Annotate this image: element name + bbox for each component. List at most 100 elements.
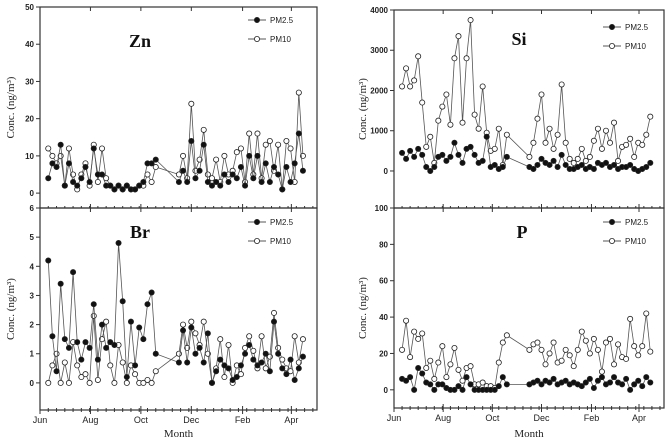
data-point-pm25 bbox=[283, 371, 290, 378]
data-point-pm10 bbox=[611, 361, 618, 368]
data-point-pm25 bbox=[148, 289, 155, 296]
data-point-pm25 bbox=[266, 178, 273, 185]
data-point-pm25 bbox=[439, 151, 446, 158]
data-point-pm25 bbox=[534, 377, 541, 384]
data-point-pm10 bbox=[562, 346, 569, 353]
data-point-pm10 bbox=[562, 139, 569, 146]
data-point-pm25 bbox=[491, 161, 498, 168]
data-point-pm10 bbox=[542, 139, 549, 146]
data-point-pm10 bbox=[615, 157, 622, 164]
data-point-pm10 bbox=[590, 335, 597, 342]
data-point-pm10 bbox=[503, 332, 510, 339]
data-point-pm25 bbox=[94, 356, 101, 363]
data-point-pm10 bbox=[451, 344, 458, 351]
data-point-pm25 bbox=[423, 163, 430, 170]
data-point-pm25 bbox=[287, 356, 294, 363]
y-tick-label: 4000 bbox=[370, 6, 388, 15]
data-point-pm25 bbox=[455, 151, 462, 158]
data-point-pm25 bbox=[503, 153, 510, 160]
data-point-pm25 bbox=[132, 186, 139, 193]
data-point-pm25 bbox=[279, 186, 286, 193]
data-point-pm10 bbox=[65, 145, 72, 152]
y-tick-label: 0 bbox=[30, 379, 35, 388]
data-point-pm10 bbox=[271, 309, 278, 316]
data-point-pm10 bbox=[631, 153, 638, 160]
data-point-pm25 bbox=[578, 161, 585, 168]
legend-marker bbox=[609, 218, 616, 225]
data-point-pm10 bbox=[221, 374, 228, 381]
data-point-pm25 bbox=[578, 383, 585, 390]
data-point-pm25 bbox=[586, 375, 593, 382]
data-point-pm10 bbox=[463, 55, 470, 62]
data-point-pm25 bbox=[503, 381, 510, 388]
data-point-pm10 bbox=[647, 113, 654, 120]
data-point-pm10 bbox=[643, 310, 650, 317]
data-point-pm25 bbox=[419, 151, 426, 158]
y-tick-label: 40 bbox=[379, 313, 388, 322]
data-point-pm10 bbox=[582, 157, 589, 164]
data-point-pm10 bbox=[526, 346, 533, 353]
data-point-pm25 bbox=[192, 350, 199, 357]
data-point-pm25 bbox=[407, 374, 414, 381]
data-point-pm10 bbox=[526, 153, 533, 160]
data-point-pm25 bbox=[627, 386, 634, 393]
legend-label: PM2.5 bbox=[270, 16, 294, 25]
data-point-pm25 bbox=[647, 159, 654, 166]
data-point-pm25 bbox=[443, 157, 450, 164]
data-point-pm25 bbox=[534, 161, 541, 168]
data-point-pm10 bbox=[415, 335, 422, 342]
data-point-pm10 bbox=[627, 135, 634, 142]
data-point-pm25 bbox=[399, 149, 406, 156]
x-tick-label: Jun bbox=[33, 415, 48, 425]
data-point-pm10 bbox=[152, 368, 159, 375]
panel-title: Si bbox=[511, 29, 526, 49]
data-point-pm10 bbox=[188, 318, 195, 325]
data-point-pm10 bbox=[607, 335, 614, 342]
data-point-pm25 bbox=[499, 374, 506, 381]
data-point-pm25 bbox=[455, 383, 462, 390]
data-point-pm25 bbox=[431, 163, 438, 170]
data-point-pm10 bbox=[598, 145, 605, 152]
data-point-pm25 bbox=[82, 164, 89, 171]
data-point-pm25 bbox=[562, 161, 569, 168]
x-tick-label: Jun bbox=[387, 413, 402, 423]
data-point-pm25 bbox=[279, 365, 286, 372]
data-point-pm25 bbox=[607, 379, 614, 386]
data-point-pm10 bbox=[49, 362, 56, 369]
data-point-pm10 bbox=[611, 119, 618, 126]
data-point-pm25 bbox=[148, 160, 155, 167]
y-tick-label: 0 bbox=[384, 167, 389, 176]
data-point-pm25 bbox=[237, 362, 244, 369]
data-point-pm10 bbox=[258, 333, 265, 340]
data-point-pm25 bbox=[291, 376, 298, 383]
data-point-pm25 bbox=[200, 359, 207, 366]
y-tick-label: 30 bbox=[25, 77, 34, 86]
data-point-pm25 bbox=[538, 155, 545, 162]
data-point-pm25 bbox=[590, 165, 597, 172]
data-point-pm10 bbox=[262, 141, 269, 148]
data-point-pm25 bbox=[115, 182, 122, 189]
data-point-pm10 bbox=[538, 91, 545, 98]
x-tick-label: Feb bbox=[235, 415, 251, 425]
data-point-pm25 bbox=[65, 344, 72, 351]
data-point-pm10 bbox=[266, 137, 273, 144]
data-point-pm10 bbox=[447, 361, 454, 368]
data-point-pm25 bbox=[53, 368, 60, 375]
data-point-pm25 bbox=[283, 164, 290, 171]
y-tick-label: 1 bbox=[30, 350, 35, 359]
data-point-pm25 bbox=[184, 359, 191, 366]
data-point-pm25 bbox=[213, 178, 220, 185]
data-point-pm25 bbox=[250, 356, 257, 363]
data-point-pm25 bbox=[246, 341, 253, 348]
data-point-pm10 bbox=[419, 330, 426, 337]
data-point-pm25 bbox=[53, 164, 60, 171]
data-point-pm25 bbox=[623, 375, 630, 382]
data-point-pm10 bbox=[123, 379, 130, 386]
data-point-pm25 bbox=[57, 280, 64, 287]
data-point-pm10 bbox=[86, 379, 93, 386]
data-point-pm10 bbox=[140, 379, 147, 386]
data-point-pm25 bbox=[204, 330, 211, 337]
data-point-pm25 bbox=[403, 155, 410, 162]
legend-label: PM10 bbox=[625, 237, 646, 246]
